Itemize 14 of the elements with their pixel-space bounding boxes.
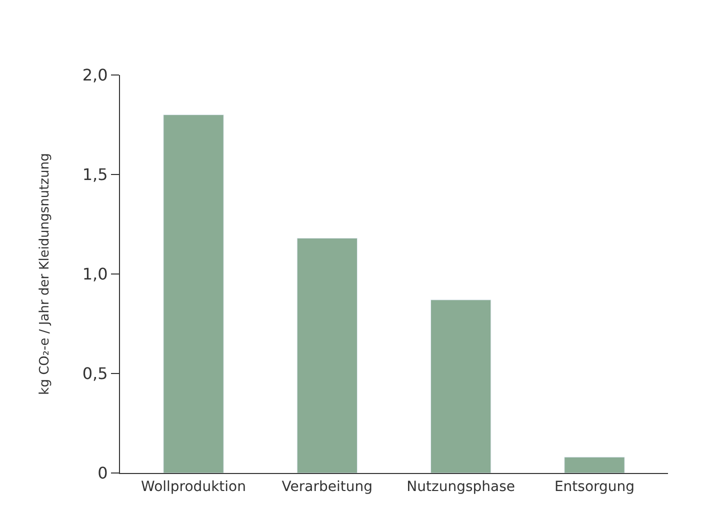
x-tick-label: Entsorgung <box>554 478 635 495</box>
x-tick-label: Wollproduktion <box>141 478 246 495</box>
y-axis-title: kg CO₂-e / Jahr der Kleidungsnutzung <box>37 153 52 395</box>
y-tick-label: 1,5 <box>82 165 108 184</box>
bar <box>564 456 625 473</box>
y-tick-label: 0 <box>98 464 108 483</box>
x-tick-label: Verarbeitung <box>282 478 373 495</box>
y-tick-label: 2,0 <box>82 66 108 85</box>
y-tick-label: 1,0 <box>82 264 108 284</box>
bar <box>296 238 358 473</box>
bar <box>163 114 224 473</box>
y-tick-label: 0,5 <box>82 364 108 384</box>
x-tick-label: Nutzungsphase <box>406 478 516 495</box>
bar <box>430 300 492 473</box>
